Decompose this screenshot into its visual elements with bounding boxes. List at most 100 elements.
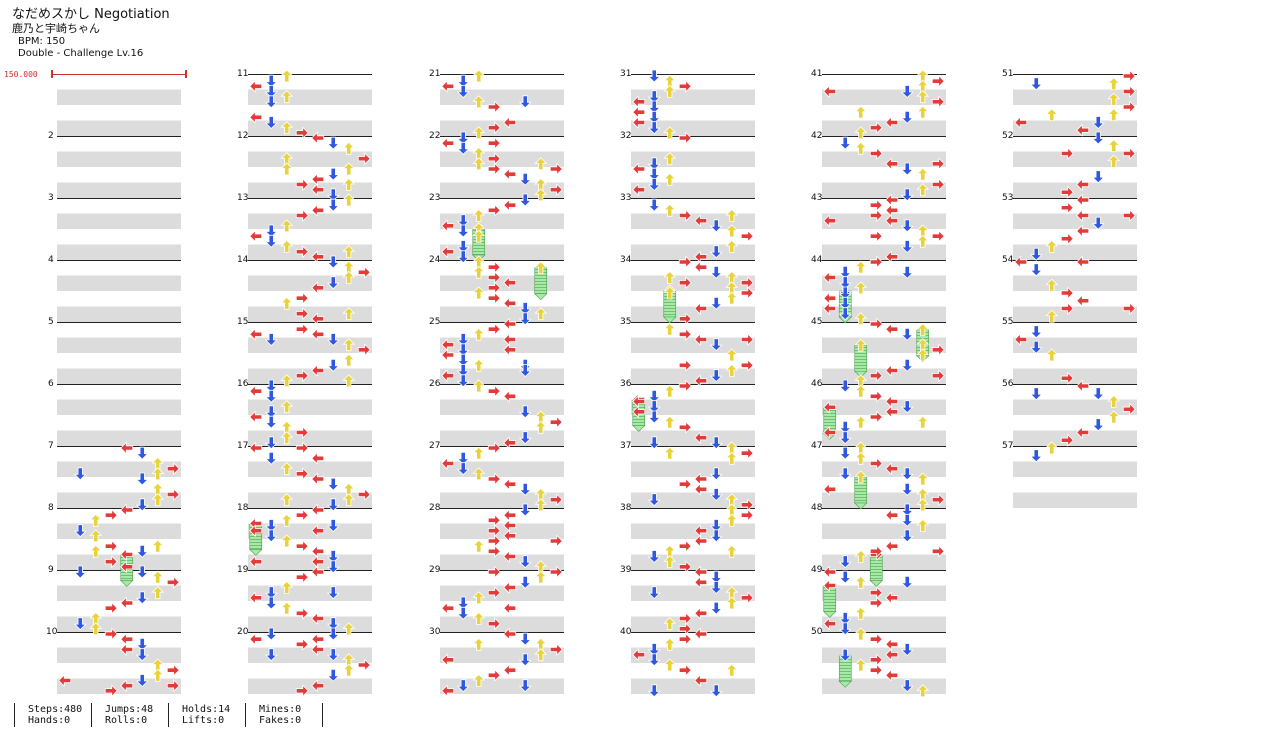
- bpm-change-line: [52, 74, 186, 75]
- stat-mines: Mines:0: [259, 704, 302, 715]
- beat-band: [57, 461, 181, 477]
- measure-42: 42: [811, 131, 946, 198]
- arrow-note: [503, 199, 517, 212]
- arrow-note: [295, 323, 309, 336]
- hold-tail: [854, 502, 868, 510]
- arrow-note: [869, 199, 883, 212]
- arrow-note: [151, 539, 164, 553]
- beat-band: [822, 616, 946, 632]
- arrow-note: [487, 261, 501, 274]
- arrow-note: [487, 323, 501, 336]
- beat-band: [822, 182, 946, 198]
- arrow-note: [1030, 449, 1043, 463]
- measure-35: 35: [620, 317, 755, 384]
- measure-number: 2: [48, 131, 54, 141]
- beat-band: [57, 399, 181, 415]
- beat-band: [822, 399, 946, 415]
- arrow-note: [487, 137, 501, 150]
- beat-band: [1013, 492, 1137, 508]
- beat-band: [822, 523, 946, 539]
- arrow-note: [710, 601, 723, 615]
- arrow-note: [854, 105, 867, 119]
- beat-band: [440, 275, 564, 291]
- beat-band: [822, 554, 946, 570]
- arrow-note: [663, 322, 676, 336]
- measure-number: 26: [429, 379, 441, 389]
- hold-tail: [823, 611, 837, 618]
- arrow-note: [1122, 70, 1136, 82]
- beat-band: [57, 306, 181, 322]
- measure-number: 47: [811, 441, 822, 451]
- beat-band: [440, 399, 564, 415]
- measure-number: 8: [48, 503, 54, 513]
- measure-36: 36: [620, 379, 755, 446]
- arrow-note: [151, 570, 164, 584]
- arrow-note: [678, 664, 692, 677]
- arrow-note: [1030, 77, 1043, 91]
- arrow-note: [327, 477, 340, 491]
- beat-band: [248, 616, 372, 632]
- beat-band: [248, 585, 372, 601]
- measure-28: 28: [429, 503, 564, 570]
- arrow-note: [441, 602, 455, 615]
- beat-band: [631, 647, 755, 663]
- measure-number: 25: [429, 317, 440, 327]
- measure-33: 33: [620, 193, 755, 260]
- beat-band: [631, 492, 755, 508]
- measure-number: 7: [48, 441, 54, 451]
- beat-band: [822, 89, 946, 105]
- beat-band: [440, 678, 564, 694]
- step-chart: 2345678910111213141516171819202122232425…: [46, 69, 1137, 698]
- arrow-note: [1030, 387, 1043, 401]
- measure-56: 56: [1002, 379, 1137, 446]
- measure-number: 16: [237, 379, 249, 389]
- measure-34: 34: [620, 255, 755, 322]
- beat-band: [248, 89, 372, 105]
- beat-band: [248, 120, 372, 136]
- measure-2: 2: [48, 131, 181, 198]
- arrow-note: [916, 167, 929, 181]
- measure-number: 44: [811, 255, 823, 265]
- beat-band: [57, 492, 181, 508]
- measure-number: 11: [237, 69, 248, 79]
- measure-number: 29: [429, 565, 441, 575]
- beat-band: [440, 306, 564, 322]
- beat-band: [631, 430, 755, 446]
- measure-number: 38: [620, 503, 632, 513]
- stats-divider: [322, 703, 323, 727]
- arrow-note: [120, 633, 134, 646]
- beat-band: [1013, 399, 1137, 415]
- beat-band: [440, 368, 564, 384]
- measure-57: 57: [1002, 441, 1137, 508]
- arrow-note: [678, 478, 692, 491]
- bpm-label: BPM: 150: [18, 36, 66, 47]
- beat-band: [248, 678, 372, 694]
- beat-band: [631, 399, 755, 415]
- beat-band: [57, 585, 181, 601]
- arrow-note: [295, 509, 309, 522]
- measure-16: 16: [237, 379, 372, 446]
- hold-tail: [632, 425, 646, 432]
- measure-number: 23: [429, 193, 440, 203]
- beat-band: [1013, 430, 1137, 446]
- measure-number: 20: [237, 627, 249, 637]
- measure-44: 44: [811, 255, 946, 322]
- measure-47: 47: [811, 441, 946, 508]
- arrow-note: [295, 292, 309, 305]
- measure-10: 10: [46, 627, 181, 694]
- arrow-note: [166, 664, 180, 677]
- beat-band: [1013, 151, 1137, 167]
- measure-27: 27: [429, 441, 564, 508]
- beat-band: [57, 120, 181, 136]
- arrow-note: [472, 446, 485, 460]
- beat-band: [57, 244, 181, 260]
- measure-number: 21: [429, 69, 440, 79]
- beat-band: [57, 151, 181, 167]
- arrow-notes: [58, 69, 1136, 698]
- arrow-note: [1030, 325, 1043, 339]
- measure-32: 32: [620, 131, 755, 198]
- beat-band: [57, 647, 181, 663]
- measure-31: 31: [620, 69, 755, 136]
- beat-band: [631, 616, 755, 632]
- beat-band: [248, 151, 372, 167]
